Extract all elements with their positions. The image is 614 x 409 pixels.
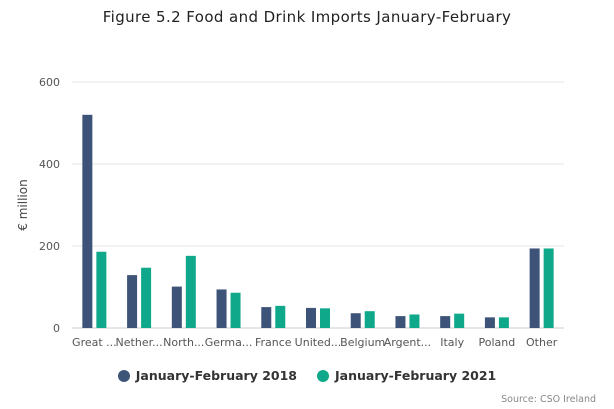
y-tick-label: 600 <box>39 76 60 89</box>
bar-2018-10[interactable] <box>529 248 540 328</box>
bar-2021-7[interactable] <box>409 314 420 328</box>
x-tick-label: Belgium <box>340 336 385 349</box>
bar-2018-8[interactable] <box>440 316 451 328</box>
legend-item-2021[interactable]: January-February 2021 <box>317 368 496 383</box>
bar-2018-0[interactable] <box>82 114 93 328</box>
bar-2021-2[interactable] <box>185 255 196 328</box>
bar-2021-1[interactable] <box>141 267 152 328</box>
grid-lines <box>72 81 564 329</box>
x-tick-label: Argent... <box>384 336 431 349</box>
y-tick-label: 400 <box>39 158 60 171</box>
x-tick-label: Other <box>526 336 558 349</box>
legend: January-February 2018 January-February 2… <box>0 368 614 383</box>
legend-item-2018[interactable]: January-February 2018 <box>117 368 297 383</box>
chart-title: Figure 5.2 Food and Drink Imports Januar… <box>102 8 512 26</box>
x-tick-label: United... <box>295 336 342 349</box>
bars <box>82 114 554 328</box>
x-tick-label: North... <box>163 336 204 349</box>
bar-2018-7[interactable] <box>395 316 406 328</box>
x-tick-label: Germa... <box>205 336 253 349</box>
y-tick-label: 0 <box>53 322 60 335</box>
bar-2021-5[interactable] <box>320 308 330 328</box>
bar-2018-2[interactable] <box>171 286 182 328</box>
bar-2018-5[interactable] <box>306 307 316 328</box>
x-tick-label: Great ... <box>72 336 117 349</box>
x-tick-label: Poland <box>479 336 516 349</box>
bar-2021-9[interactable] <box>498 317 509 328</box>
y-tick-label: 200 <box>39 240 60 253</box>
bar-2018-3[interactable] <box>216 289 227 328</box>
x-tick-label: Nether... <box>116 336 163 349</box>
bar-2018-4[interactable] <box>261 307 272 328</box>
x-tick-label: France <box>255 336 292 349</box>
bar-2021-4[interactable] <box>275 305 286 328</box>
y-axis-title: € million <box>16 179 30 230</box>
bar-2021-0[interactable] <box>96 251 107 328</box>
bar-2021-3[interactable] <box>230 292 241 328</box>
bar-2021-8[interactable] <box>454 313 465 328</box>
legend-label-2021: January-February 2021 <box>335 368 497 383</box>
bar-2021-10[interactable] <box>543 248 554 328</box>
bar-2018-1[interactable] <box>127 275 138 328</box>
legend-swatch-2018 <box>117 369 130 382</box>
bar-2018-9[interactable] <box>484 317 495 328</box>
bar-2021-6[interactable] <box>364 311 375 328</box>
x-tick-label: Italy <box>440 336 464 349</box>
axis-labels: 0 200 400 600 € million Great ...Nether... Nor… <box>16 76 558 349</box>
legend-label-2018: January-February 2018 <box>135 368 297 383</box>
legend-swatch-2021 <box>317 369 329 382</box>
source-credit: Source: CSO Ireland <box>501 394 596 405</box>
bar-2018-6[interactable] <box>350 313 361 328</box>
